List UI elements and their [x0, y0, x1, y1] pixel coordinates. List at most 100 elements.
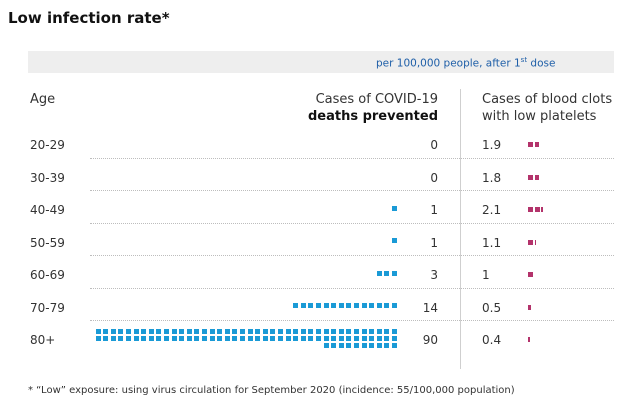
death-square — [354, 335, 359, 341]
death-square — [95, 328, 101, 334]
death-square — [331, 342, 337, 348]
clot-partial-square — [534, 142, 539, 147]
row-separator — [90, 320, 614, 321]
death-square — [194, 328, 200, 334]
death-square — [224, 335, 230, 341]
death-square — [148, 335, 154, 341]
clot-square — [528, 239, 533, 245]
death-square — [376, 342, 382, 348]
death-square — [361, 328, 367, 334]
clot-square — [528, 174, 533, 180]
deaths-value-label: 1 — [430, 203, 438, 217]
clots-value-label: 0.5 — [482, 300, 502, 315]
death-square — [392, 303, 397, 308]
death-square — [293, 303, 299, 308]
row-separator — [90, 190, 614, 191]
death-square — [323, 303, 329, 308]
clots-header-line2: with low platelets — [482, 109, 597, 124]
clot-square — [534, 207, 540, 212]
death-square — [384, 335, 390, 341]
death-square — [316, 328, 321, 334]
deaths-value-label: 14 — [422, 300, 438, 315]
death-square — [217, 335, 223, 341]
death-square — [392, 342, 397, 348]
death-square — [209, 328, 215, 334]
death-square — [369, 328, 375, 334]
death-square — [126, 335, 131, 341]
age-label: 80+ — [30, 333, 56, 347]
death-square — [346, 303, 352, 308]
death-square — [285, 328, 291, 334]
death-square — [217, 328, 223, 334]
death-square — [338, 342, 344, 348]
clot-partial-square — [534, 239, 536, 245]
death-square — [240, 328, 245, 334]
death-square — [361, 303, 367, 308]
death-square — [331, 328, 337, 334]
death-square — [270, 335, 276, 341]
deaths-value-label: 3 — [430, 268, 438, 282]
death-square — [361, 342, 367, 348]
chart-title: Low infection rate* — [8, 9, 170, 27]
death-square — [354, 342, 359, 348]
clot-square — [528, 272, 533, 277]
death-square — [179, 328, 185, 334]
death-square — [247, 328, 253, 334]
death-square — [384, 342, 390, 348]
death-square — [316, 335, 321, 341]
death-square — [323, 328, 329, 334]
clots-value-label: 1.1 — [482, 235, 502, 250]
death-square — [300, 328, 306, 334]
death-square — [179, 335, 185, 341]
death-square — [278, 335, 283, 341]
footnote: * “Low” exposure: using virus circulatio… — [28, 385, 515, 396]
death-square — [376, 335, 382, 341]
clot-partial-square — [528, 304, 531, 310]
death-square — [392, 205, 397, 211]
clot-partial-square — [541, 207, 543, 212]
death-square — [202, 335, 207, 341]
death-square — [346, 335, 352, 341]
death-square — [308, 328, 314, 334]
death-square — [202, 328, 207, 334]
death-square — [209, 335, 215, 341]
death-square — [141, 328, 147, 334]
deaths-header-line1: Cases of COVID-19 — [315, 92, 438, 107]
death-square — [278, 328, 283, 334]
subtitle-bar — [28, 51, 614, 73]
death-square — [103, 328, 109, 334]
death-square — [133, 335, 139, 341]
death-square — [338, 303, 344, 308]
death-square — [141, 335, 147, 341]
death-square — [118, 335, 124, 341]
row-separator — [90, 255, 614, 256]
clot-partial-square — [534, 174, 539, 180]
death-square — [262, 335, 268, 341]
death-square — [376, 303, 382, 308]
death-square — [323, 335, 329, 341]
death-square — [110, 335, 116, 341]
death-square — [171, 335, 177, 341]
death-square — [346, 342, 352, 348]
death-square — [156, 335, 162, 341]
death-square — [354, 328, 359, 334]
death-square — [95, 335, 101, 341]
death-square — [171, 328, 177, 334]
death-square — [110, 328, 116, 334]
clots-value-label: 1 — [482, 268, 490, 282]
death-square — [186, 328, 192, 334]
death-square — [338, 335, 344, 341]
death-square — [338, 328, 344, 334]
column-divider — [460, 89, 461, 369]
death-square — [164, 335, 169, 341]
death-square — [392, 270, 397, 276]
age-label: 50-59 — [30, 235, 65, 250]
death-square — [316, 303, 321, 308]
death-square — [300, 335, 306, 341]
death-square — [270, 328, 276, 334]
death-square — [262, 328, 268, 334]
clots-value-label: 0.4 — [482, 333, 502, 347]
death-square — [369, 303, 375, 308]
death-square — [308, 303, 314, 308]
deaths-header-line2: deaths prevented — [307, 109, 438, 124]
